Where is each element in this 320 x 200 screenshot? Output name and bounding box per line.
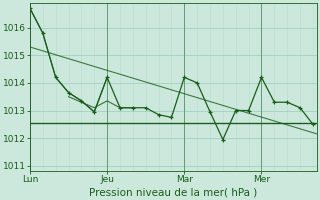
X-axis label: Pression niveau de la mer( hPa ): Pression niveau de la mer( hPa ) [90, 187, 258, 197]
